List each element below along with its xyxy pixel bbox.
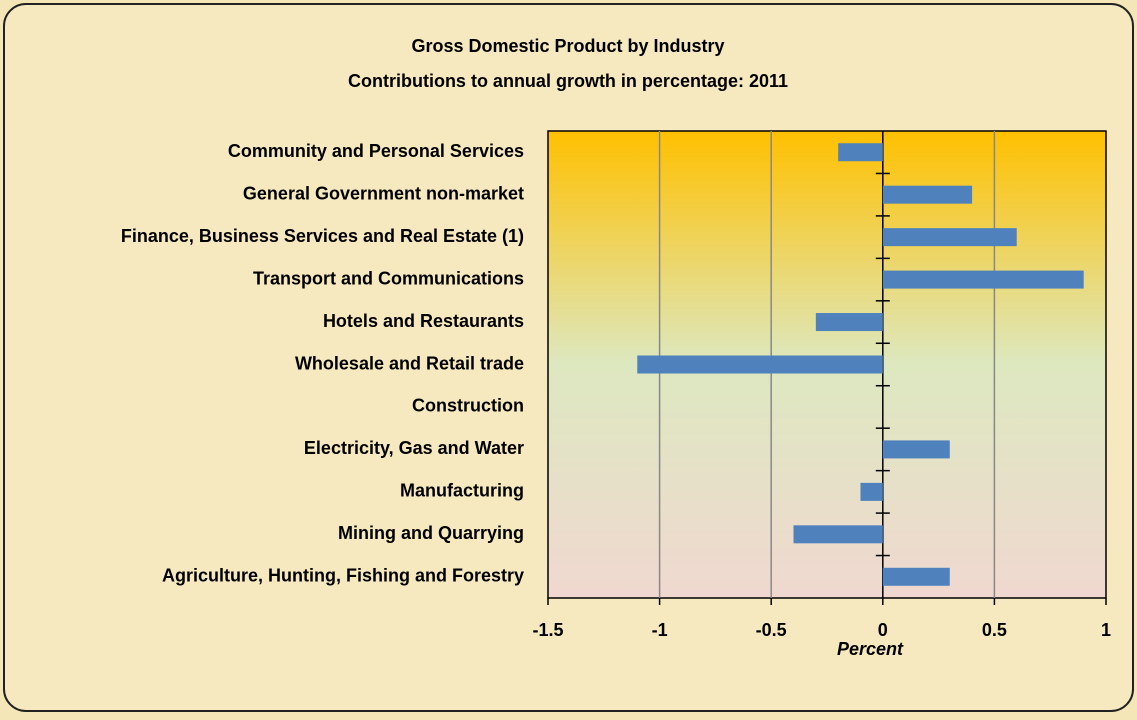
- bar: [882, 567, 950, 586]
- y-tick-label: Hotels and Restaurants: [323, 311, 524, 331]
- y-tick-label: Construction: [412, 396, 524, 416]
- chart-subtitle: Contributions to annual growth in percen…: [348, 71, 788, 91]
- y-tick-label: Transport and Communications: [253, 268, 524, 288]
- x-tick-label: 0: [878, 620, 888, 640]
- x-tick-label: -1: [652, 620, 668, 640]
- x-tick-label: 0.5: [982, 620, 1007, 640]
- bar: [882, 440, 950, 459]
- bar: [637, 355, 883, 374]
- y-tick-label: General Government non-market: [243, 183, 524, 203]
- y-tick-label: Manufacturing: [400, 481, 524, 501]
- x-tick-label: 1: [1101, 620, 1111, 640]
- y-tick-label: Agriculture, Hunting, Fishing and Forest…: [162, 566, 524, 586]
- y-tick-label: Wholesale and Retail trade: [295, 353, 524, 373]
- bar: [815, 313, 883, 332]
- y-tick-label: Finance, Business Services and Real Esta…: [121, 226, 524, 246]
- y-tick-label: Community and Personal Services: [228, 141, 524, 161]
- bar: [860, 482, 883, 501]
- y-tick-label: Electricity, Gas and Water: [304, 438, 524, 458]
- y-tick-label: Mining and Quarrying: [338, 523, 524, 543]
- bar: [793, 525, 883, 544]
- chart-title: Gross Domestic Product by Industry: [411, 36, 724, 56]
- x-axis-label: Percent: [837, 639, 904, 659]
- x-tick-label: -0.5: [756, 620, 787, 640]
- bar: [882, 185, 973, 204]
- bar: [882, 270, 1084, 289]
- bar: [882, 228, 1017, 247]
- bar: [838, 143, 883, 162]
- x-tick-label: -1.5: [532, 620, 563, 640]
